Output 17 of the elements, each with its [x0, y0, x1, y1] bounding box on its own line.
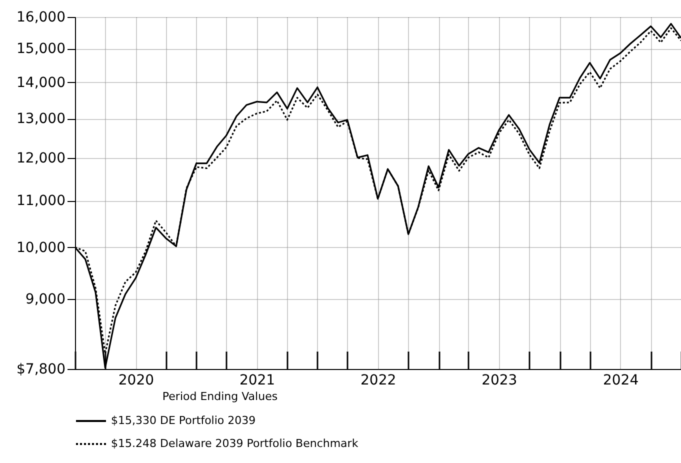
y-tick-label: $7,800	[16, 362, 66, 378]
legend-label: $15,330 DE Portfolio 2039	[111, 414, 256, 427]
x-tick-label: 2020	[118, 372, 154, 388]
x-tick-label: 2022	[360, 372, 396, 388]
y-tick-label: 9,000	[25, 291, 66, 308]
y-tick-label: 11,000	[16, 193, 66, 210]
y-tick-label: 13,000	[16, 111, 66, 128]
legend-title: Period Ending Values	[162, 390, 278, 403]
x-tick-label: 2024	[602, 372, 639, 388]
y-tick-label: 10,000	[16, 240, 66, 256]
x-tick-label: 2021	[239, 372, 276, 388]
y-tick-label: 12,000	[16, 150, 66, 166]
y-tick-label: 14,000	[16, 74, 66, 91]
legend-label: $15.248 Delaware 2039 Portfolio Benchmark	[111, 437, 359, 450]
y-tick-label: 16,000	[16, 10, 66, 26]
y-tick-label: 15,000	[16, 41, 66, 58]
x-tick-label: 2023	[482, 372, 518, 388]
